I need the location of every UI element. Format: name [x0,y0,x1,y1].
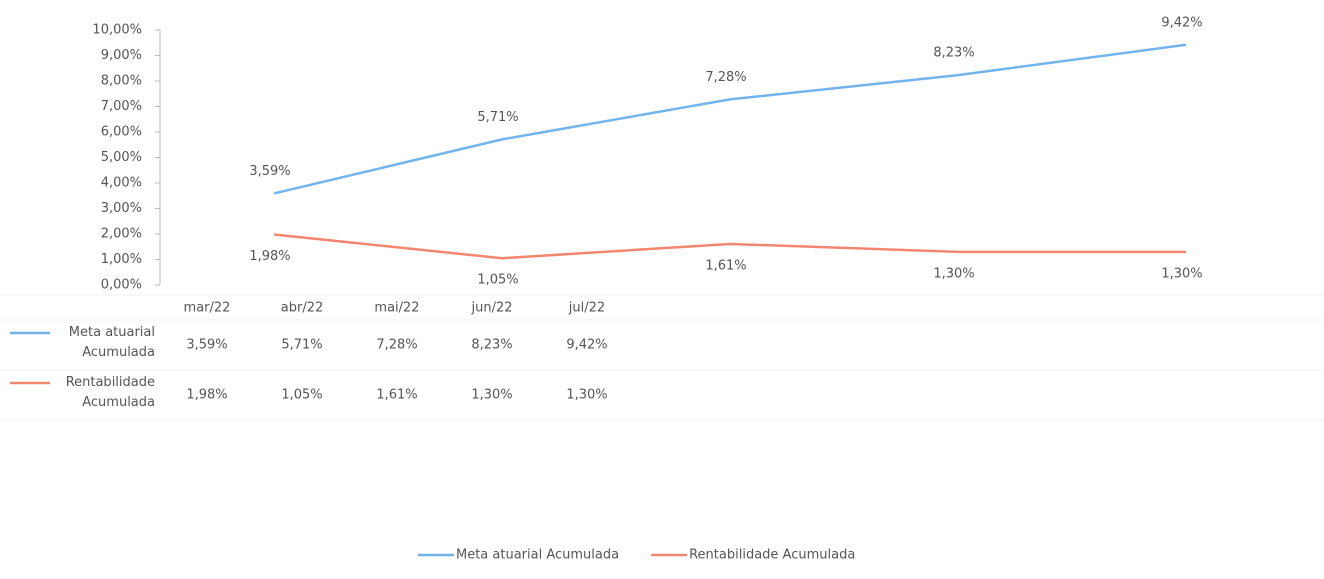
data-label: 9,42% [1161,15,1202,30]
table-cell: 5,71% [281,338,322,353]
table-cell: 3,59% [186,338,227,353]
line [273,233,1186,260]
data-label: 8,23% [933,46,974,61]
table-header: mai/22 [374,301,419,316]
y-tick-label: 1,00% [101,252,142,267]
y-tick-label: 6,00% [101,125,142,140]
y-tick-label: 4,00% [101,176,142,191]
table-row-label: Rentabilidade Acumulada [65,375,155,410]
table-cell: 1,30% [566,388,607,403]
data-label: 1,61% [705,258,746,273]
table-header: jul/22 [568,301,605,316]
data-label: 1,30% [1161,266,1202,281]
table-cell: 1,61% [376,388,417,403]
legend-label: Meta atuarial Acumulada [456,548,619,563]
data-label: 5,71% [477,110,518,125]
y-tick-label: 8,00% [101,74,142,89]
table-cell: 1,05% [281,388,322,403]
table-header: abr/22 [281,301,324,316]
y-tick-label: 9,00% [101,48,142,63]
table-row-label: Meta atuarial Acumulada [68,325,155,360]
data-label: 3,59% [249,164,290,179]
table-header: mar/22 [184,301,231,316]
y-tick-label: 2,00% [101,227,142,242]
data-label: 1,30% [933,266,974,281]
line [273,43,1187,195]
y-tick-label: 3,00% [101,201,142,216]
data-label: 1,98% [249,249,290,264]
table-header: jun/22 [470,301,512,316]
y-tick-label: 5,00% [101,150,142,165]
table-cell: 1,30% [471,388,512,403]
y-tick-label: 10,00% [92,23,142,38]
y-tick-label: 7,00% [101,99,142,114]
table-cell: 7,28% [376,338,417,353]
table-cell: 9,42% [566,338,607,353]
data-label: 7,28% [705,70,746,85]
table-cell: 1,98% [186,388,227,403]
data-label: 1,05% [477,273,518,288]
table-cell: 8,23% [471,338,512,353]
legend-label: Rentabilidade Acumulada [689,548,855,563]
y-tick-label: 0,00% [101,278,142,293]
